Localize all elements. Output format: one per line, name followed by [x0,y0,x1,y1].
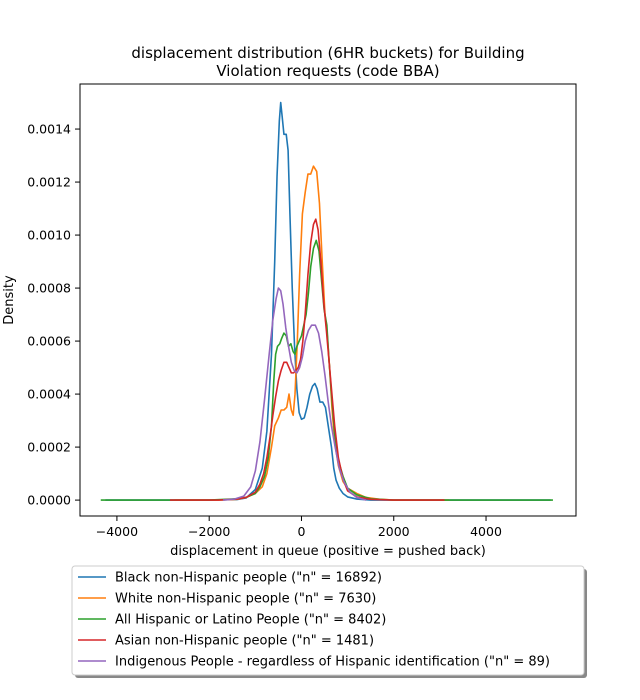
legend-label-2: All Hispanic or Latino People ("n" = 840… [115,613,386,628]
y-tick-label: 0.0006 [27,334,71,349]
y-axis-ticks: 0.0000 0.0002 0.0004 0.0006 0.0008 0.0010 0.00… [27,122,80,508]
x-axis-ticks: −4000 −2000 0 2000 4000 [96,516,502,539]
y-tick-label: 0.0008 [27,281,71,296]
series-line-3 [169,218,445,501]
legend-label-0: Black non-Hispanic people ("n" = 16892) [115,571,382,586]
chart-title-line-2: Violation requests (code BBA) [216,62,439,80]
series-line-1 [174,165,450,501]
legend-label-1: White non-Hispanic people ("n" = 7630) [115,592,376,607]
y-tick-label: 0.0012 [27,175,71,190]
legend-box [71,565,585,676]
legend-items: Black non-Hispanic people ("n" = 16892) W… [78,571,550,670]
legend-label-3: Asian non-Hispanic people ("n" = 1481) [115,634,374,649]
x-tick-label: −2000 [188,524,230,539]
legend-label-4: Indigenous People - regardless of Hispan… [115,655,550,670]
y-tick-label: 0.0002 [27,440,71,455]
x-axis-label: displacement in queue (positive = pushed… [170,544,486,559]
x-tick-label: 2000 [378,524,410,539]
y-axis-label: Density [2,275,17,325]
y-tick-label: 0.0000 [27,493,71,508]
x-tick-label: 4000 [470,524,502,539]
y-tick-label: 0.0004 [27,387,71,402]
y-tick-label: 0.0010 [27,228,71,243]
x-tick-label: −4000 [96,524,138,539]
legend: Black non-Hispanic people ("n" = 16892) W… [71,565,587,678]
y-tick-label: 0.0014 [27,122,71,137]
series-layer [100,101,553,501]
chart-title-line-1: displacement distribution (6HR buckets) … [131,44,524,62]
series-line-2 [100,239,553,501]
series-line-0 [105,101,551,501]
x-tick-label: 0 [297,524,305,539]
plot-frame [79,83,577,517]
series-line-4 [222,287,367,501]
